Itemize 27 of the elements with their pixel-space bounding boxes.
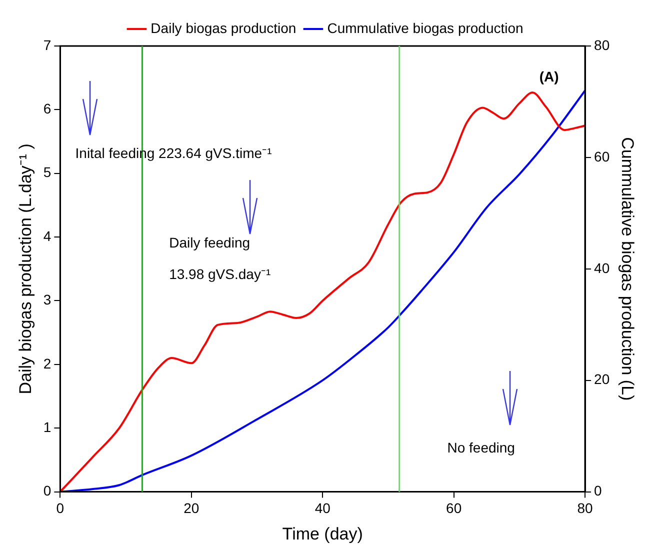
y-tick-label: 5 (43, 164, 52, 180)
x-axis-title: Time (day) (282, 524, 363, 544)
annotation: Daily feeding (169, 234, 250, 250)
y-tick-label: 2 (43, 355, 52, 372)
annotation: (A) (539, 68, 559, 85)
y-axis-title: Daily biogas production (L.day⁻¹ ) (16, 144, 35, 394)
y-tick-label: 7 (43, 36, 52, 53)
y2-tick-label: 20 (594, 371, 610, 388)
y-tick-label: 1 (43, 418, 52, 435)
y2-tick-label: 0 (594, 482, 602, 499)
y2-tick-label: 40 (594, 260, 610, 276)
legend-label: Cummulative biogas production (327, 20, 524, 36)
annotation: No feeding (447, 439, 515, 456)
y-tick-label: 4 (43, 228, 52, 244)
annotation: 13.98 gVS.day⁻¹ (169, 266, 271, 282)
legend-label: Daily biogas production (150, 20, 296, 36)
x-tick-label: 0 (56, 500, 64, 516)
y2-tick-label: 80 (594, 36, 610, 53)
y2-tick-label: 60 (594, 148, 610, 164)
y-tick-label: 0 (43, 482, 52, 499)
x-tick-label: 80 (577, 500, 594, 516)
x-tick-label: 60 (446, 500, 462, 516)
y-tick-label: 6 (43, 100, 52, 117)
y-tick-label: 3 (43, 292, 52, 308)
x-tick-label: 20 (184, 500, 200, 516)
y2-axis-title: Cummulative biogas production (L) (618, 137, 638, 401)
x-tick-label: 40 (314, 500, 331, 516)
